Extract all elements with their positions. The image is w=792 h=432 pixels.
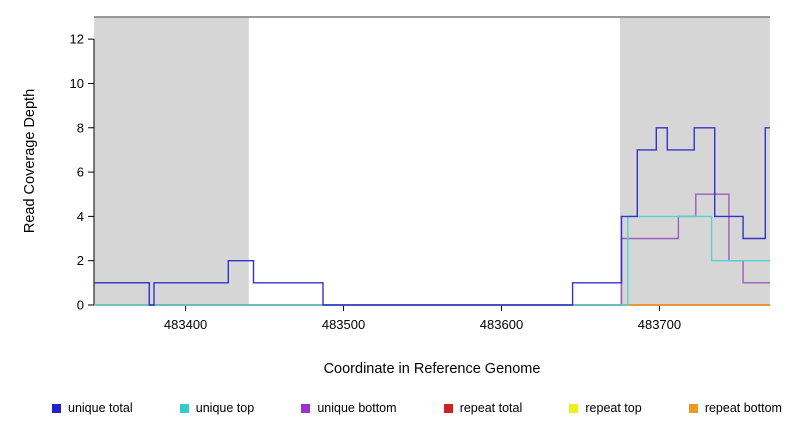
legend-item-repeat-total: repeat total [443,401,523,415]
legend-label: unique bottom [317,401,397,415]
x-tick-label: 483700 [638,317,681,332]
legend-label: unique total [68,401,133,415]
y-tick-label: 8 [77,120,84,135]
legend-item-unique-bottom: unique bottom [301,401,397,415]
legend-swatch-repeat-bottom [688,403,698,413]
shaded-repeat-region [94,17,249,305]
legend-label: repeat bottom [704,401,782,415]
y-tick-label: 6 [77,165,84,180]
legend-label: repeat top [585,401,642,415]
legend-item-unique-top: unique top [179,401,255,415]
legend-swatch-unique-bottom [301,403,311,413]
legend-swatch-unique-total [52,403,61,413]
legend-label: unique top [195,401,255,415]
y-tick-label: 0 [77,298,84,313]
x-tick-label: 483500 [322,317,365,332]
y-tick-label: 12 [70,32,84,47]
legend-item-unique-total: unique total [52,401,133,415]
legend-label: repeat total [459,401,523,415]
x-tick-label: 483600 [480,317,523,332]
x-tick-label: 483400 [164,317,207,332]
y-tick-label: 2 [77,253,84,268]
legend-swatch-repeat-total [443,403,453,413]
y-tick-label: 10 [70,76,84,91]
legend-item-repeat-bottom: repeat bottom [688,401,782,415]
shaded-repeat-region [619,17,770,305]
y-axis-title: Read Coverage Depth [22,88,38,234]
legend: unique total unique top unique bottom repea… [52,401,782,415]
legend-swatch-repeat-top [569,403,579,413]
legend-item-repeat-top: repeat top [569,401,642,415]
y-tick-label: 4 [77,209,84,224]
legend-swatch-unique-top [179,403,189,413]
x-axis-title: Coordinate in Reference Genome [323,361,541,377]
series-unique-total [94,127,770,306]
